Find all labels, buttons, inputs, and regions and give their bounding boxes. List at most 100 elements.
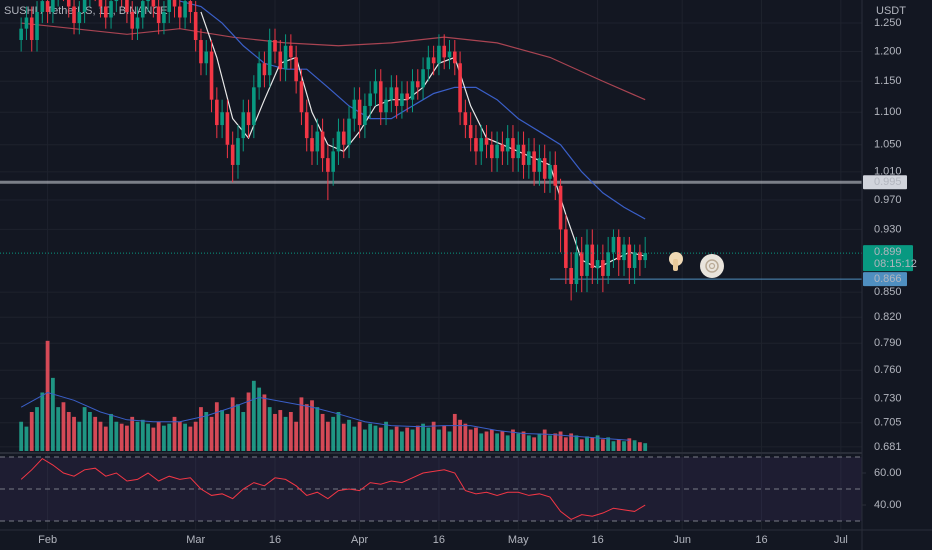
volume-bar	[50, 377, 55, 451]
volume-bar	[452, 413, 457, 451]
axis-layer: Feb Mar 16 Apr 16 May 16 Jun 16 Jul 1.250 1.200 1.15…	[38, 17, 917, 546]
icon	[700, 254, 724, 278]
volume-bar	[82, 407, 87, 451]
candle-body	[437, 45, 441, 64]
volume-bar	[183, 423, 187, 451]
candle-body	[627, 244, 632, 268]
candle-body	[320, 131, 325, 159]
volume-bar	[93, 416, 98, 451]
candle-body	[140, 1, 145, 18]
volume-bar	[489, 429, 494, 451]
volume-bar	[505, 435, 510, 451]
volume-bar	[410, 429, 415, 451]
volume-bar	[585, 436, 589, 451]
y-tick-label: 1.200	[874, 45, 902, 57]
volume-bar	[421, 423, 425, 451]
candle-body	[241, 112, 246, 139]
x-tick-label: Jul	[834, 534, 848, 546]
volume-bar	[579, 439, 584, 451]
candle-body	[130, 11, 135, 29]
volume-bar	[384, 421, 388, 451]
volume-bar	[24, 426, 29, 451]
candle-body	[442, 45, 447, 58]
level-label: 0.866	[874, 273, 902, 285]
volume-bar	[257, 387, 262, 451]
candle-body	[19, 28, 23, 41]
candle-body	[310, 138, 314, 152]
candle-body	[336, 131, 341, 152]
candle-body	[410, 81, 415, 100]
candle-body	[415, 81, 420, 88]
candle-body	[585, 244, 589, 276]
volume-bar	[521, 431, 526, 451]
level-label: 0.995	[874, 176, 902, 188]
y-tick-label: 0.970	[874, 194, 902, 206]
candle-body	[505, 138, 510, 152]
candle-body	[452, 51, 457, 64]
volume-bar	[622, 441, 626, 451]
candle-body	[156, 6, 161, 24]
volume-bar	[442, 425, 447, 451]
grid-layer	[0, 0, 862, 530]
volume-bar	[278, 410, 283, 451]
volume-bar	[447, 431, 452, 451]
candle-body	[548, 164, 552, 179]
volume-bar	[368, 423, 373, 451]
candle-body	[273, 40, 277, 52]
candle-body	[352, 99, 357, 119]
volume-bar	[273, 413, 277, 451]
moving-average	[21, 22, 646, 101]
volume-bar	[140, 419, 145, 451]
candle-body	[24, 17, 29, 29]
y-tick-label: 0.820	[874, 311, 902, 323]
volume-bar	[637, 442, 642, 451]
last-price-box	[863, 245, 913, 272]
volume-bar	[109, 413, 113, 451]
volume-bar	[611, 441, 616, 451]
candle-body	[304, 112, 309, 139]
candle-body	[98, 0, 103, 7]
candle-body	[230, 144, 235, 165]
volume-bar	[362, 429, 367, 451]
x-tick-label: 16	[433, 534, 445, 546]
candle-body	[215, 99, 219, 126]
volume-bar	[283, 416, 288, 451]
candle-body	[516, 144, 521, 159]
candle-body	[632, 252, 637, 268]
x-tick-label: 16	[591, 534, 603, 546]
volume-bar	[220, 410, 225, 451]
axis-unit: USDT	[876, 5, 906, 17]
y-tick-label: 0.681	[874, 441, 902, 453]
volume-bar	[162, 425, 166, 451]
candle-body	[553, 164, 558, 186]
candle-body	[188, 1, 193, 12]
volume-bar	[88, 412, 92, 451]
candle-body	[77, 11, 82, 24]
volume-bar	[151, 427, 156, 451]
volume-bar	[526, 435, 531, 451]
volume-bar	[199, 407, 203, 451]
volume-bar	[72, 416, 76, 451]
candle-body	[315, 131, 320, 152]
volume-bar	[19, 421, 24, 451]
volume-bar	[458, 419, 462, 451]
volume-bar	[204, 412, 209, 451]
candle-body	[294, 57, 298, 82]
rsi-tick-label: 40.00	[874, 499, 902, 511]
candle-body	[283, 45, 288, 70]
candle-body	[278, 51, 283, 70]
volume-bar	[246, 392, 251, 451]
candle-body	[490, 144, 494, 159]
volume-bar	[405, 427, 410, 451]
candle-body	[299, 81, 304, 113]
candle-body	[447, 51, 452, 58]
candle-body	[199, 40, 203, 64]
candle-body	[384, 99, 388, 113]
volume-bar	[352, 426, 357, 451]
volume-average	[20, 391, 630, 441]
volume-bar	[357, 421, 362, 451]
x-tick-label: 16	[269, 534, 281, 546]
icon	[705, 259, 719, 273]
candle-body	[146, 0, 150, 2]
volume-bar	[479, 433, 484, 451]
